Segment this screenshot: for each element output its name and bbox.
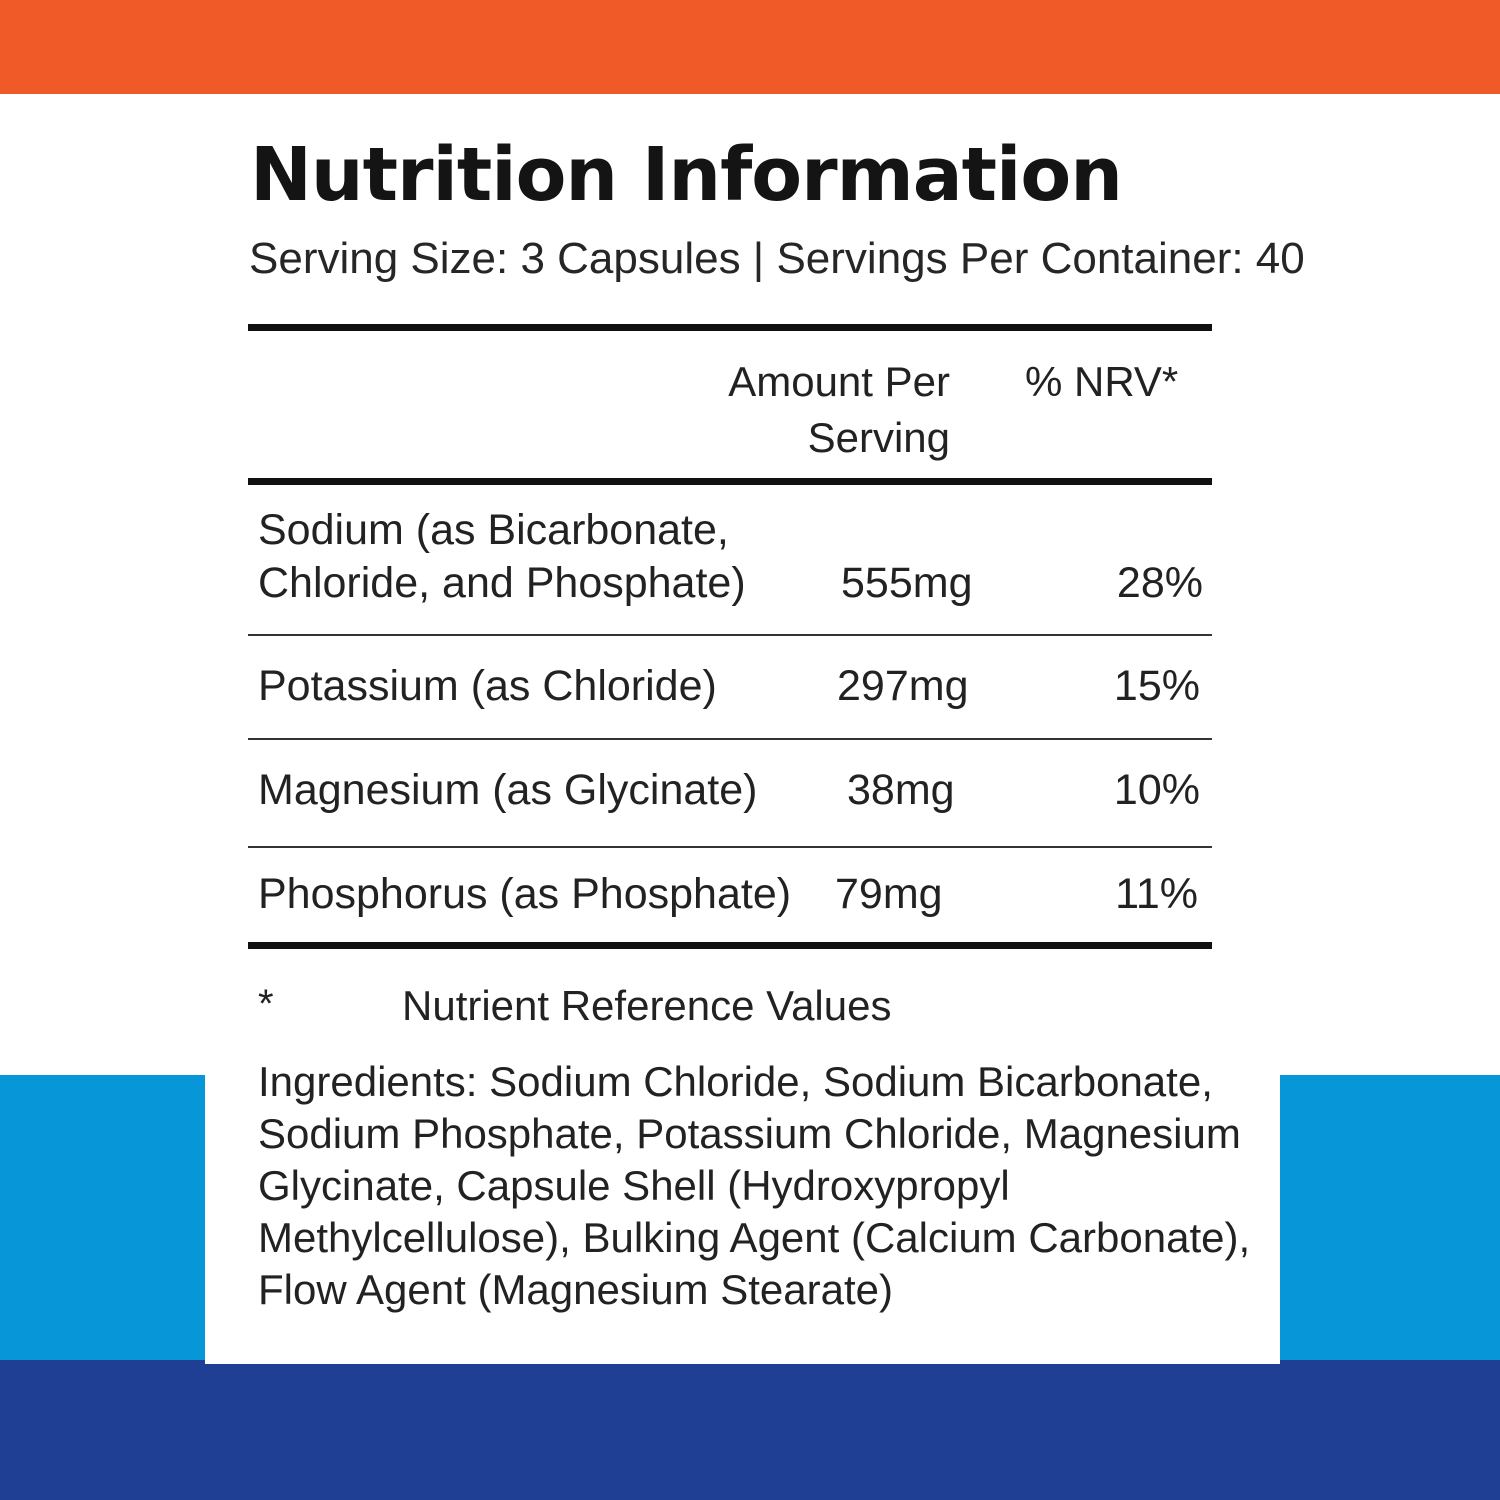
header-rule xyxy=(248,478,1212,485)
row-name: Potassium (as Chloride) xyxy=(258,662,717,710)
row-amount: 297mg xyxy=(837,662,969,710)
top-rule xyxy=(248,324,1212,331)
row-name-line2: Chloride, and Phosphate) xyxy=(258,559,746,607)
row-nrv: 28% xyxy=(1116,559,1203,607)
row-amount: 38mg xyxy=(847,766,955,814)
row-nrv: 10% xyxy=(1113,766,1200,814)
nutrition-panel: Nutrition Information Serving Size: 3 Ca… xyxy=(205,94,1305,1364)
row-name: Phosphorus (as Phosphate) xyxy=(258,870,792,918)
page-title: Nutrition Information xyxy=(250,132,1123,218)
orange-band xyxy=(0,0,1500,94)
row-divider xyxy=(248,738,1212,740)
row-divider xyxy=(248,846,1212,848)
table-row-name: Sodium (as Bicarbonate, Chloride, and Ph… xyxy=(258,504,746,610)
row-amount: 555mg xyxy=(841,559,973,607)
row-name-line1: Sodium (as Bicarbonate, xyxy=(258,506,729,554)
row-nrv: 11% xyxy=(1115,870,1198,918)
footnote-symbol: * xyxy=(258,982,274,1026)
nrv-header: % NRV* xyxy=(1025,358,1179,405)
amount-header-line1: Amount Per xyxy=(728,358,950,405)
amount-header: Amount Per Serving xyxy=(728,354,950,466)
row-amount: 79mg xyxy=(835,870,943,918)
row-nrv: 15% xyxy=(1113,662,1200,710)
amount-header-line2: Serving xyxy=(807,414,950,461)
serving-info: Serving Size: 3 Capsules | Servings Per … xyxy=(249,234,1305,283)
bottom-rule xyxy=(248,942,1212,949)
ingredients-text: Ingredients: Sodium Chloride, Sodium Bic… xyxy=(258,1058,1251,1313)
row-name: Magnesium (as Glycinate) xyxy=(258,766,758,814)
footnote-text: Nutrient Reference Values xyxy=(402,982,892,1029)
navy-band xyxy=(0,1360,1500,1500)
row-divider xyxy=(248,634,1212,636)
